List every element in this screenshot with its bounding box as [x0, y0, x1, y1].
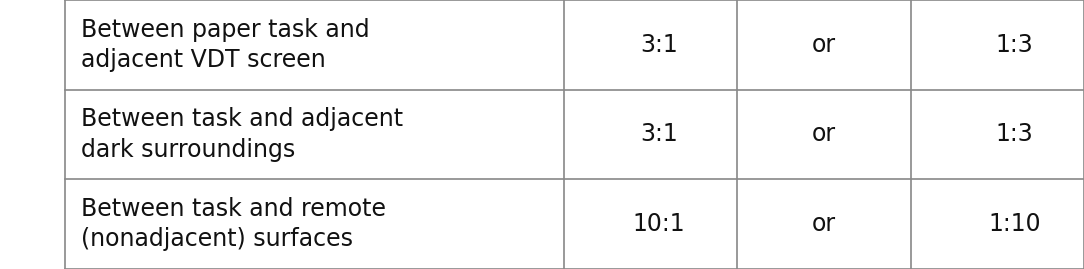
Text: or: or [812, 33, 836, 57]
Text: 1:10: 1:10 [989, 212, 1041, 236]
Text: or: or [812, 212, 836, 236]
Text: Between task and adjacent
dark surroundings: Between task and adjacent dark surroundi… [81, 107, 403, 162]
Text: 3:1: 3:1 [641, 122, 678, 147]
Text: Between task and remote
(nonadjacent) surfaces: Between task and remote (nonadjacent) su… [81, 197, 386, 252]
Text: 10:1: 10:1 [633, 212, 685, 236]
Text: or: or [812, 122, 836, 147]
Text: 1:3: 1:3 [996, 122, 1033, 147]
Text: 1:3: 1:3 [996, 33, 1033, 57]
Text: 3:1: 3:1 [641, 33, 678, 57]
Text: Between paper task and
adjacent VDT screen: Between paper task and adjacent VDT scre… [81, 17, 370, 72]
